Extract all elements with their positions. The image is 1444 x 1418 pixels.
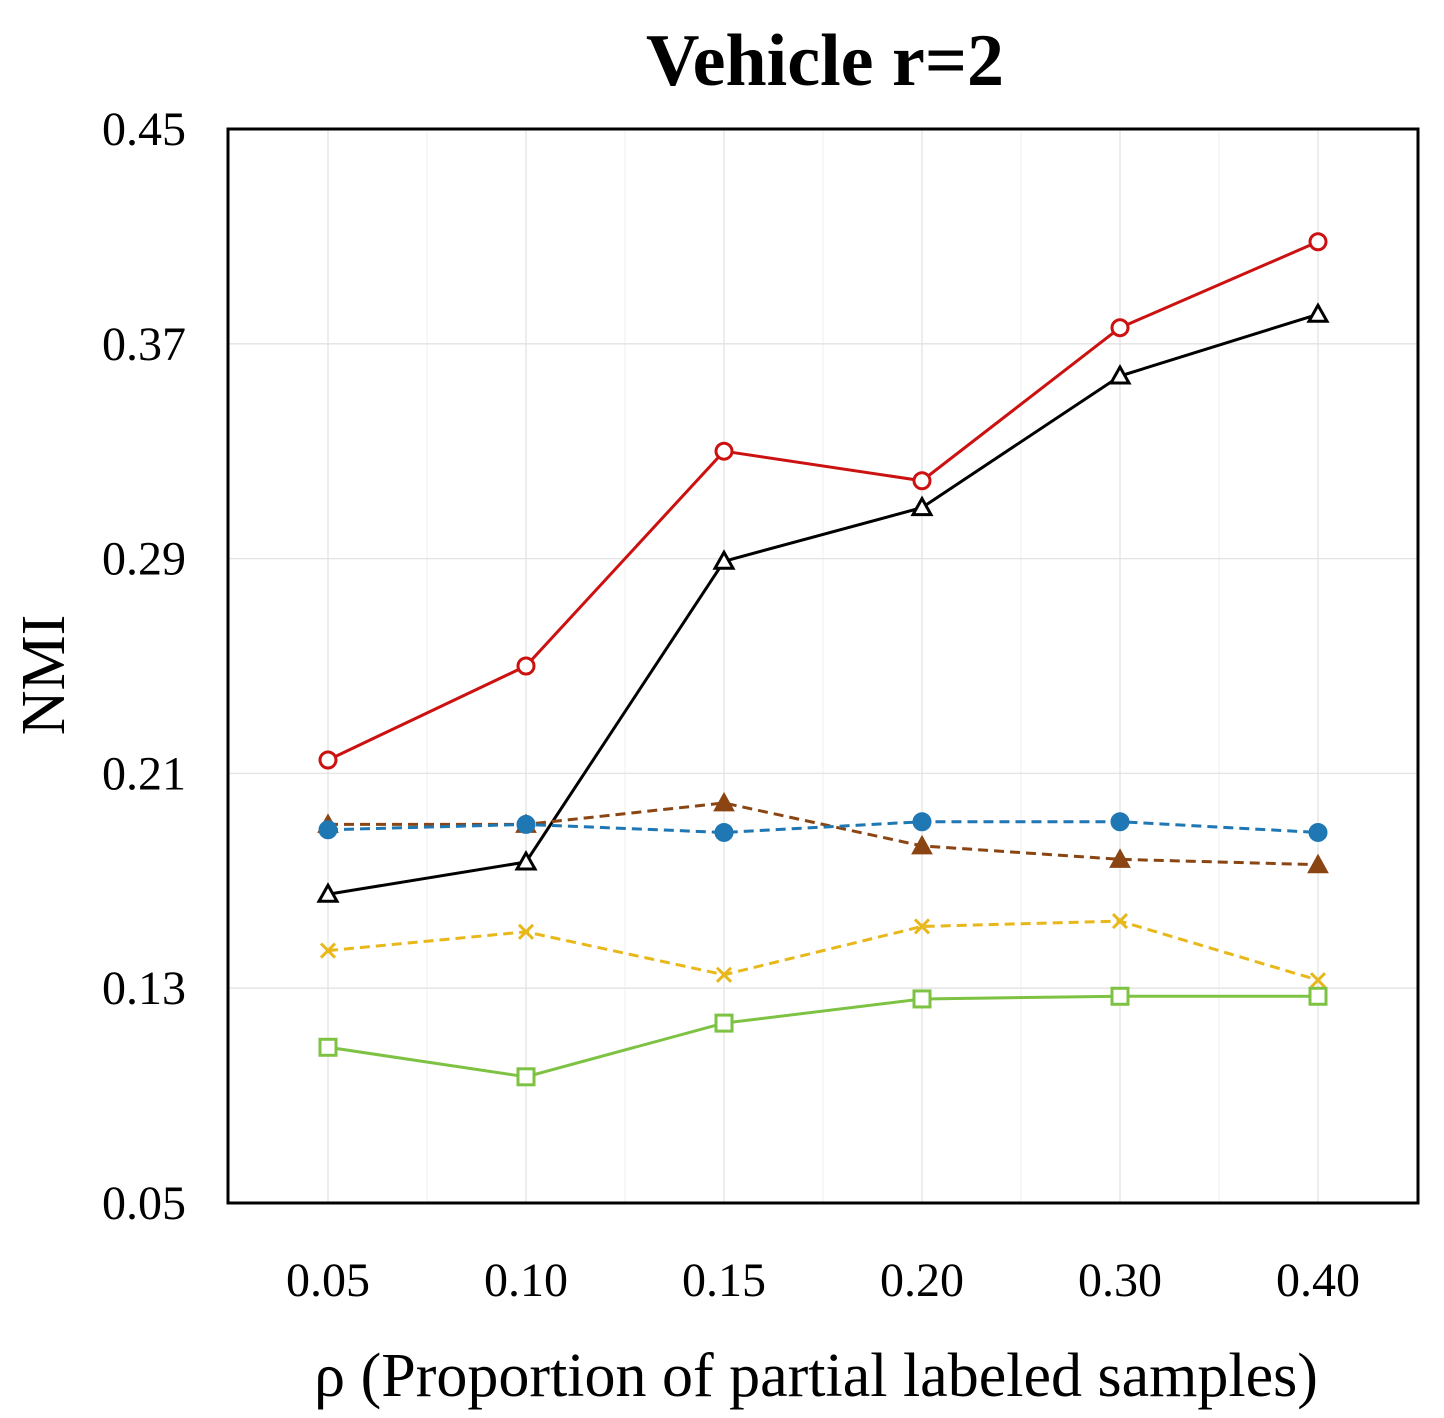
x-tick-label: 0.15 <box>682 1254 766 1307</box>
data-point <box>713 791 735 812</box>
data-point <box>1110 318 1130 338</box>
data-point <box>714 441 734 461</box>
data-point <box>1308 986 1328 1006</box>
data-point <box>1110 812 1130 832</box>
series-1 <box>318 232 1328 770</box>
data-point <box>1111 913 1129 930</box>
data-point <box>516 1067 536 1087</box>
data-point <box>911 834 933 855</box>
x-tick-label: 0.30 <box>1078 1254 1162 1307</box>
series-layer <box>316 232 1330 1087</box>
series-line <box>327 240 1319 762</box>
y-tick-label: 0.37 <box>102 318 186 371</box>
series-line <box>327 312 1319 896</box>
data-point <box>714 1013 734 1033</box>
y-tick-label: 0.13 <box>102 962 186 1015</box>
plot-frame <box>226 127 1420 1205</box>
data-point <box>1306 302 1330 323</box>
series-4 <box>318 812 1328 842</box>
x-tick-label: 0.40 <box>1276 1254 1360 1307</box>
series-line <box>327 994 1318 1079</box>
y-tick-label: 0.29 <box>102 533 186 586</box>
series-2 <box>316 302 1330 903</box>
data-point <box>714 822 734 842</box>
x-axis-label: ρ (Proportion of partial labeled samples… <box>314 1342 1318 1410</box>
data-point <box>517 923 535 940</box>
x-tick-label: 0.05 <box>286 1254 370 1307</box>
data-point <box>912 989 932 1009</box>
data-point <box>318 820 338 840</box>
chart-title: Vehicle r=2 <box>646 20 1004 102</box>
y-axis-label: NMI <box>10 615 78 736</box>
series-line <box>327 820 1319 834</box>
data-point <box>1109 848 1131 868</box>
data-point <box>910 495 934 517</box>
y-tick-label: 0.21 <box>102 747 186 800</box>
data-point <box>318 750 338 770</box>
data-point <box>516 656 536 676</box>
data-point <box>715 966 733 983</box>
data-point <box>516 814 536 834</box>
data-point <box>316 882 340 903</box>
data-point <box>318 1037 338 1057</box>
data-point <box>912 471 932 491</box>
x-tick-label: 0.10 <box>484 1254 568 1307</box>
x-tick-labels: 0.05 0.10 0.15 0.20 0.30 0.40 <box>286 1254 1360 1307</box>
series-5 <box>319 913 1327 989</box>
data-point <box>514 849 538 871</box>
x-tick-label: 0.20 <box>880 1254 964 1307</box>
data-point <box>1309 972 1327 989</box>
y-tick-label: 0.05 <box>102 1177 186 1230</box>
data-point <box>712 549 736 570</box>
data-point <box>1108 363 1132 385</box>
series-6 <box>318 986 1328 1087</box>
grid-lines <box>228 128 1418 1204</box>
series-line <box>327 919 1319 982</box>
data-point <box>1110 986 1130 1006</box>
y-tick-labels: 0.05 0.13 0.21 0.29 0.37 0.45 <box>102 103 186 1230</box>
data-point <box>912 812 932 832</box>
data-point <box>319 942 337 959</box>
data-point <box>1308 822 1328 842</box>
data-point <box>1308 232 1328 252</box>
y-tick-label: 0.45 <box>102 103 186 156</box>
data-point <box>913 918 931 935</box>
data-point <box>1307 853 1329 874</box>
